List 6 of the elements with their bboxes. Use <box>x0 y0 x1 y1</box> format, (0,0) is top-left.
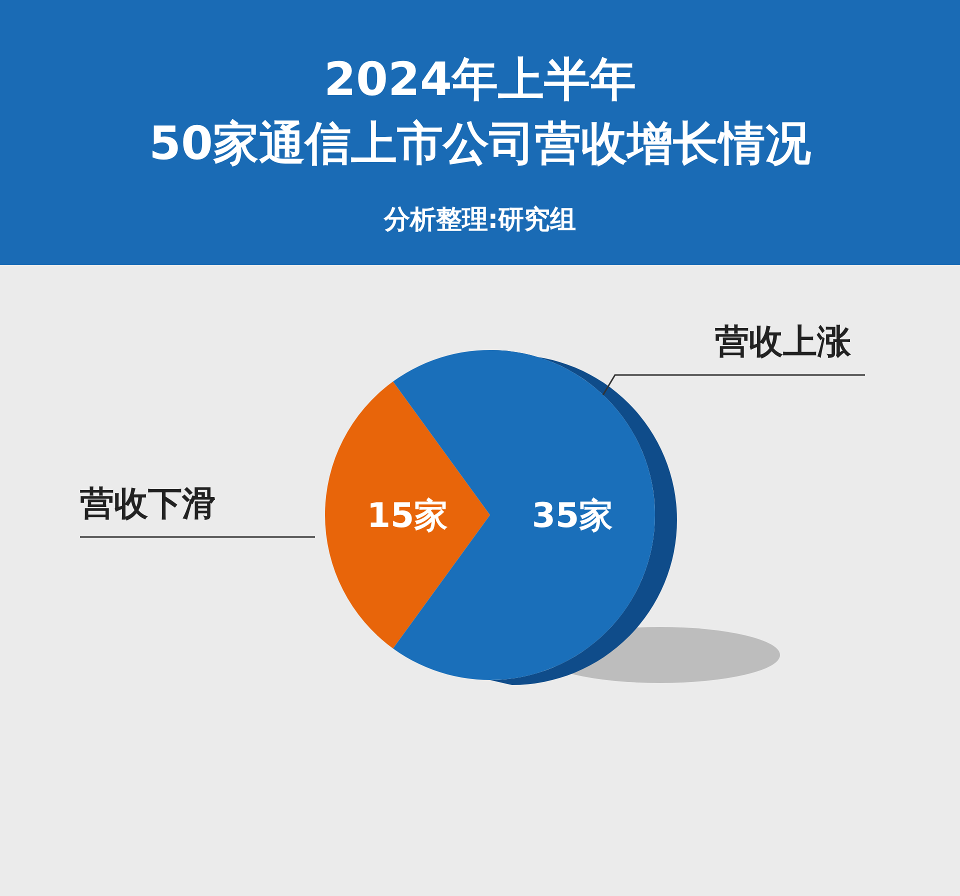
data-label: 35家 <box>532 496 614 536</box>
slice-label: 营收上涨 <box>715 322 852 362</box>
slice-label: 营收下滑 <box>80 484 216 524</box>
chart-subtitle: 分析整理:研究组 <box>382 205 576 235</box>
data-label: 15家 <box>366 496 448 536</box>
chart-title: 2024年上半年 50家通信上市公司营收增长情况 <box>148 52 812 170</box>
